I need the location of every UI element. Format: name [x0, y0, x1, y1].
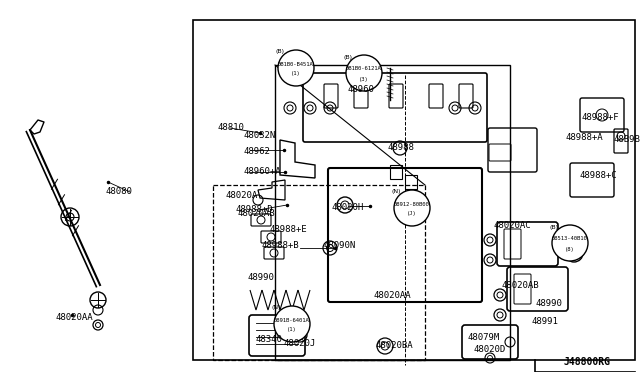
- Text: 48988+B: 48988+B: [262, 241, 300, 250]
- Text: (B): (B): [275, 49, 285, 55]
- Bar: [193, 20, 635, 360]
- Text: 48020AB: 48020AB: [502, 282, 540, 291]
- Text: 48991: 48991: [532, 317, 559, 327]
- Text: 48079M: 48079M: [468, 333, 500, 341]
- Text: 48020J: 48020J: [283, 339, 316, 347]
- Text: 48020BA: 48020BA: [375, 341, 413, 350]
- Text: 48032N: 48032N: [244, 131, 276, 140]
- Text: 48B9B+F: 48B9B+F: [613, 135, 640, 144]
- Text: 0891B-6401A: 0891B-6401A: [274, 317, 310, 323]
- Text: (1): (1): [287, 327, 297, 333]
- Text: 48020D: 48020D: [474, 346, 506, 355]
- Bar: [275, 65, 510, 360]
- Text: 08912-80B00: 08912-80B00: [394, 202, 430, 206]
- Circle shape: [394, 190, 430, 226]
- Text: 48020AA: 48020AA: [55, 314, 93, 323]
- Text: (N): (N): [271, 305, 281, 311]
- Text: 48020H: 48020H: [331, 202, 364, 212]
- Text: (1): (1): [291, 71, 301, 77]
- Text: 48020AC: 48020AC: [493, 221, 531, 231]
- Text: 48810: 48810: [218, 124, 245, 132]
- Text: 0B1B0-6121A: 0B1B0-6121A: [346, 67, 382, 71]
- Text: 48020A: 48020A: [226, 190, 259, 199]
- Text: 48988+A: 48988+A: [565, 134, 603, 142]
- Text: (3): (3): [359, 77, 369, 81]
- Circle shape: [346, 55, 382, 91]
- Text: 48988+C: 48988+C: [579, 170, 616, 180]
- Text: 48988+E: 48988+E: [270, 225, 308, 234]
- Bar: [213, 185, 425, 360]
- Text: 48990: 48990: [248, 273, 275, 282]
- Text: 48020AB: 48020AB: [237, 209, 275, 218]
- Text: 48090N: 48090N: [324, 241, 356, 250]
- Circle shape: [552, 225, 588, 261]
- Text: 0B1B0-B451A: 0B1B0-B451A: [278, 61, 314, 67]
- Text: (B): (B): [344, 55, 353, 60]
- Text: 48990: 48990: [535, 299, 562, 308]
- Text: 48960+A: 48960+A: [243, 167, 280, 176]
- Text: (N): (N): [391, 189, 401, 195]
- Text: (J): (J): [407, 212, 417, 217]
- Text: 48962: 48962: [243, 148, 270, 157]
- Text: 48080: 48080: [105, 187, 132, 196]
- Circle shape: [278, 50, 314, 86]
- Text: 48340: 48340: [256, 336, 283, 344]
- Text: 48988+D: 48988+D: [235, 205, 273, 215]
- Text: (8): (8): [565, 247, 575, 251]
- Text: 48020AA: 48020AA: [373, 292, 411, 301]
- Text: (B): (B): [550, 224, 559, 230]
- Text: 48960: 48960: [348, 84, 375, 93]
- Text: 48988+F: 48988+F: [582, 113, 620, 122]
- Text: 08513-40B10: 08513-40B10: [552, 237, 588, 241]
- Circle shape: [274, 306, 310, 342]
- Text: J48800RG: J48800RG: [563, 357, 610, 367]
- Text: 48988: 48988: [388, 142, 415, 151]
